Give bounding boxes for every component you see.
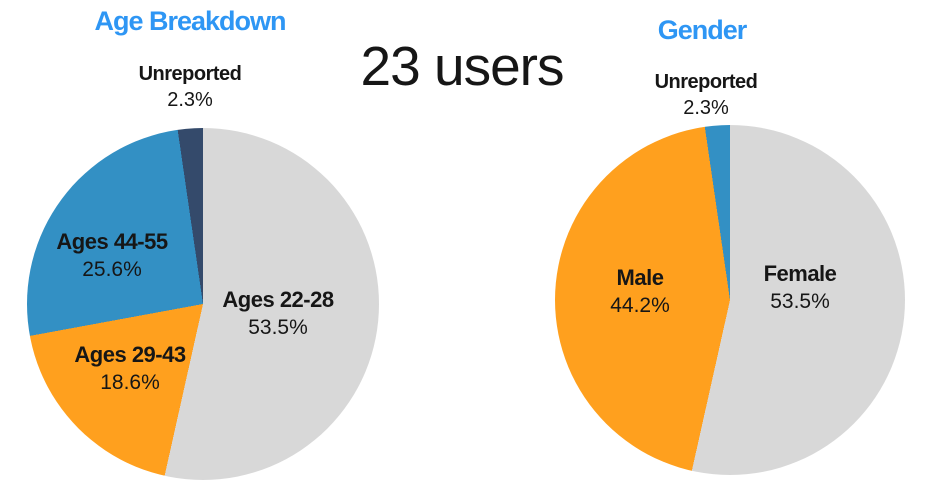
slice-percentage: 25.6% (82, 258, 142, 281)
slice-name: Male (616, 265, 664, 290)
gender-pie-chart (555, 125, 905, 475)
gender-slice-label-unreported: Unreported 2.3% (655, 70, 758, 121)
slice-name: Ages 22-28 (222, 287, 334, 312)
slice-name: Unreported (138, 63, 242, 85)
age-slice-label-29-43: Ages 29-43 18.6% (74, 341, 186, 396)
age-breakdown-pie-chart (27, 128, 379, 480)
gender-slice-label-female: Female 53.5% (764, 260, 837, 315)
gender-slice-label-male: Male 44.2% (610, 264, 670, 319)
age-slice-label-44-55: Ages 44-55 25.6% (56, 228, 168, 283)
slice-percentage: 2.3% (167, 89, 213, 111)
age-breakdown-chart-title: Age Breakdown (94, 6, 286, 36)
age-slice-label-unreported: Unreported 2.3% (139, 62, 242, 113)
slice-percentage: 53.5% (770, 290, 830, 313)
slice-name: Female (763, 261, 837, 286)
slice-name: Unreported (654, 71, 758, 93)
age-slice-label-22-28: Ages 22-28 53.5% (222, 286, 334, 341)
slice-percentage: 2.3% (683, 97, 729, 119)
slice-percentage: 44.2% (610, 294, 670, 317)
slice-percentage: 18.6% (100, 371, 160, 394)
total-users-heading: 23 users (360, 35, 565, 97)
slice-name: Ages 44-55 (56, 229, 168, 254)
slice-percentage: 53.5% (248, 316, 308, 339)
gender-chart-title: Gender (657, 15, 748, 45)
slice-name: Ages 29-43 (74, 342, 186, 367)
